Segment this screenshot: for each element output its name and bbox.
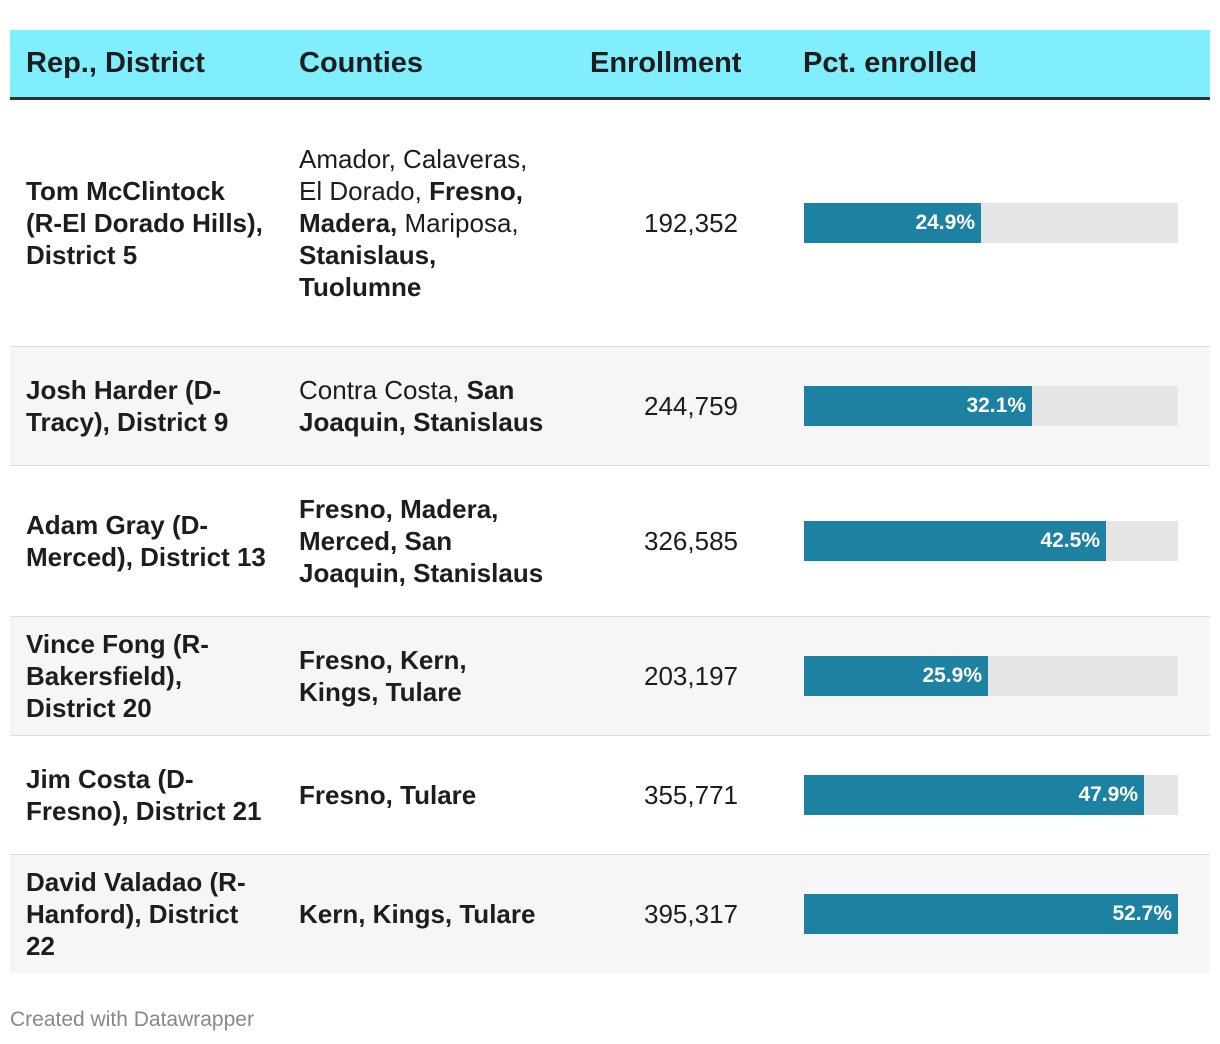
table-row: Tom McClintock (R-El Dorado Hills), Dist… — [10, 100, 1210, 347]
county-bold: Fresno, Madera, — [299, 176, 523, 238]
bar-track: 25.9% — [804, 656, 1178, 696]
pct-bar-cell: 42.5% — [804, 466, 1178, 616]
pct-bar: 32.1% — [804, 386, 1032, 426]
county-bold: Fresno, Madera, Merced, San Joaquin, Sta… — [299, 494, 544, 588]
table-row: Adam Gray (D-Merced), District 13 Fresno,… — [10, 466, 1210, 617]
county: Mariposa, — [404, 208, 519, 238]
pct-bar-cell: 32.1% — [804, 347, 1178, 465]
counties-text: Amador, Calaveras, El Dorado, Fresno, Ma… — [299, 143, 549, 303]
pct-bar-cell: 52.7% — [804, 855, 1178, 973]
pct-bar: 52.7% — [804, 894, 1178, 934]
rep-district-text: Adam Gray (D-Merced), District 13 — [26, 510, 266, 572]
rep-district-text: David Valadao (R-Hanford), District 22 — [26, 867, 246, 961]
counties-cell: Contra Costa, San Joaquin, Stanislaus — [299, 347, 549, 465]
pct-label: 42.5% — [1040, 529, 1100, 552]
pct-bar: 42.5% — [804, 521, 1106, 561]
pct-label: 47.9% — [1078, 783, 1138, 806]
county-bold: Stanislaus, Tuolumne — [299, 240, 437, 302]
datawrapper-credit: Created with Datawrapper — [10, 1008, 254, 1031]
bar-track: 47.9% — [804, 775, 1178, 815]
pct-bar-cell: 47.9% — [804, 736, 1178, 854]
rep-district-cell: Jim Costa (D-Fresno), District 21 — [26, 736, 266, 854]
rep-district-cell: Josh Harder (D-Tracy), District 9 — [26, 347, 266, 465]
enrollment-value: 326,585 — [644, 525, 738, 556]
pct-label: 25.9% — [922, 664, 982, 687]
counties-cell: Fresno, Tulare — [299, 736, 549, 854]
pct-bar: 47.9% — [804, 775, 1144, 815]
county: Amador, Calaveras, El Dorado, — [299, 144, 528, 206]
county-bold: Fresno, Kern, Kings, Tulare — [299, 645, 467, 707]
county-bold: San Joaquin, Stanislaus — [299, 375, 544, 437]
table-row: Josh Harder (D-Tracy), District 9 Contra … — [10, 347, 1210, 466]
rep-district-text: Josh Harder (D-Tracy), District 9 — [26, 375, 229, 437]
rep-district-text: Jim Costa (D-Fresno), District 21 — [26, 764, 262, 826]
header-pct-enrolled: Pct. enrolled — [803, 47, 978, 79]
pct-bar-cell: 24.9% — [804, 100, 1178, 346]
header-counties: Counties — [299, 47, 424, 79]
pct-label: 32.1% — [966, 394, 1026, 417]
bar-track: 32.1% — [804, 386, 1178, 426]
header-enrollment: Enrollment — [590, 47, 742, 79]
counties-text: Kern, Kings, Tulare — [299, 898, 535, 930]
header-rep-district: Rep., District — [26, 47, 205, 79]
rep-district-cell: Adam Gray (D-Merced), District 13 — [26, 466, 266, 616]
table-body: Tom McClintock (R-El Dorado Hills), Dist… — [10, 100, 1210, 973]
enrollment-value: 355,771 — [644, 779, 738, 810]
table-row: Jim Costa (D-Fresno), District 21 Fresno,… — [10, 736, 1210, 855]
table-header: Rep., District Counties Enrollment Pct. … — [10, 30, 1210, 100]
pct-label: 52.7% — [1112, 902, 1172, 925]
enrollment-value: 192,352 — [644, 207, 738, 238]
county: Contra Costa, — [299, 375, 467, 405]
pct-bar-cell: 25.9% — [804, 617, 1178, 735]
counties-cell: Fresno, Kern, Kings, Tulare — [299, 617, 549, 735]
counties-cell: Fresno, Madera, Merced, San Joaquin, Sta… — [299, 466, 549, 616]
pct-label: 24.9% — [915, 211, 975, 234]
rep-district-cell: David Valadao (R-Hanford), District 22 — [26, 855, 266, 973]
bar-track: 52.7% — [804, 894, 1178, 934]
enrollment-value: 395,317 — [644, 898, 738, 929]
enrollment-table: Rep., District Counties Enrollment Pct. … — [10, 30, 1210, 973]
counties-cell: Amador, Calaveras, El Dorado, Fresno, Ma… — [299, 100, 549, 346]
table-row: David Valadao (R-Hanford), District 22 Ke… — [10, 855, 1210, 973]
rep-district-text: Tom McClintock (R-El Dorado Hills), Dist… — [26, 176, 263, 270]
county-bold: Fresno, Tulare — [299, 780, 477, 810]
rep-district-cell: Tom McClintock (R-El Dorado Hills), Dist… — [26, 100, 266, 346]
enrollment-value: 244,759 — [644, 390, 738, 421]
enrollment-value: 203,197 — [644, 660, 738, 691]
rep-district-cell: Vince Fong (R-Bakersfield), District 20 — [26, 617, 266, 735]
counties-text: Fresno, Madera, Merced, San Joaquin, Sta… — [299, 493, 549, 589]
bar-track: 24.9% — [804, 203, 1178, 243]
pct-bar: 24.9% — [804, 203, 981, 243]
bar-track: 42.5% — [804, 521, 1178, 561]
counties-text: Fresno, Tulare — [299, 779, 476, 811]
pct-bar: 25.9% — [804, 656, 988, 696]
counties-text: Fresno, Kern, Kings, Tulare — [299, 644, 549, 708]
counties-cell: Kern, Kings, Tulare — [299, 855, 549, 973]
table-row: Vince Fong (R-Bakersfield), District 20 F… — [10, 617, 1210, 736]
rep-district-text: Vince Fong (R-Bakersfield), District 20 — [26, 629, 209, 723]
county-bold: Kern, Kings, Tulare — [299, 899, 536, 929]
counties-text: Contra Costa, San Joaquin, Stanislaus — [299, 374, 549, 438]
